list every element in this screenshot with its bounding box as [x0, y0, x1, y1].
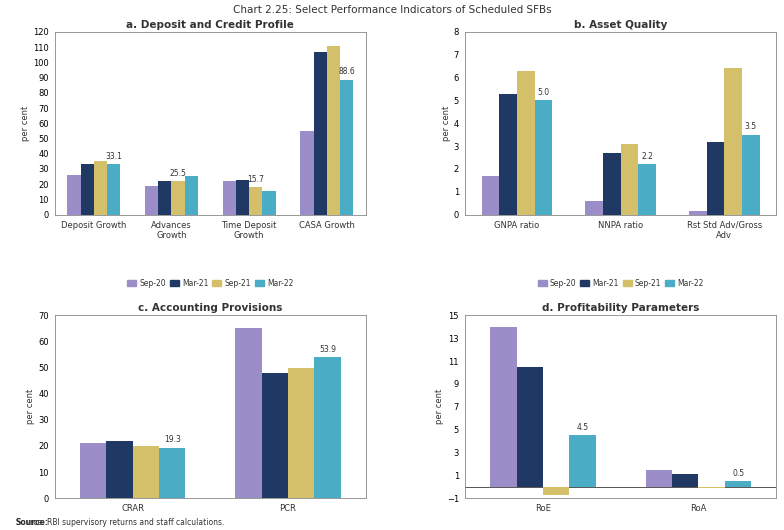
Bar: [288, 368, 314, 498]
Bar: [236, 180, 249, 215]
Bar: [80, 443, 106, 498]
Bar: [300, 131, 314, 215]
Text: 53.9: 53.9: [319, 345, 336, 354]
Bar: [725, 481, 751, 487]
Y-axis label: per cent: per cent: [435, 389, 444, 425]
Bar: [327, 46, 340, 215]
Bar: [158, 181, 172, 215]
Bar: [543, 487, 569, 495]
Bar: [689, 211, 706, 215]
Text: 4.5: 4.5: [576, 423, 589, 432]
Bar: [145, 186, 158, 215]
Bar: [340, 80, 354, 215]
Bar: [263, 191, 276, 215]
Bar: [185, 176, 198, 215]
Title: d. Profitability Parameters: d. Profitability Parameters: [542, 303, 699, 313]
Y-axis label: per cent: per cent: [442, 105, 451, 141]
Text: 0.5: 0.5: [732, 469, 744, 478]
Bar: [724, 68, 742, 215]
Y-axis label: per cent: per cent: [26, 389, 35, 425]
Text: 33.1: 33.1: [105, 152, 122, 161]
Title: a. Deposit and Credit Profile: a. Deposit and Credit Profile: [126, 20, 294, 30]
Bar: [81, 164, 94, 215]
Bar: [499, 93, 517, 215]
Legend: Sep-20, Mar-21, Sep-21, Mar-22: Sep-20, Mar-21, Sep-21, Mar-22: [127, 279, 293, 288]
Bar: [517, 70, 535, 215]
Text: 2.2: 2.2: [641, 152, 653, 161]
Bar: [535, 100, 552, 215]
Bar: [106, 441, 132, 498]
Text: 19.3: 19.3: [164, 436, 180, 445]
Bar: [107, 164, 120, 215]
Bar: [569, 435, 596, 487]
Bar: [621, 144, 638, 215]
Bar: [262, 373, 288, 498]
Text: 15.7: 15.7: [248, 175, 264, 184]
Text: 3.5: 3.5: [745, 122, 757, 131]
Bar: [490, 326, 517, 487]
Bar: [645, 470, 672, 487]
Bar: [314, 357, 341, 498]
Text: 88.6: 88.6: [339, 67, 355, 76]
Bar: [638, 164, 656, 215]
Bar: [482, 176, 499, 215]
Legend: Sep-20, Mar-21, Sep-21, Mar-22: Sep-20, Mar-21, Sep-21, Mar-22: [538, 279, 704, 288]
Bar: [742, 135, 760, 215]
Text: Chart 2.25: Select Performance Indicators of Scheduled SFBs: Chart 2.25: Select Performance Indicator…: [233, 5, 551, 15]
Bar: [517, 367, 543, 487]
Bar: [172, 181, 185, 215]
Bar: [672, 474, 699, 487]
Bar: [586, 201, 603, 215]
Bar: [249, 187, 263, 215]
Text: 25.5: 25.5: [169, 169, 187, 178]
Bar: [314, 51, 327, 215]
Bar: [67, 175, 81, 215]
Bar: [699, 487, 725, 488]
Bar: [159, 448, 186, 498]
Bar: [706, 142, 724, 215]
Text: Source:: Source:: [16, 518, 49, 527]
Y-axis label: per cent: per cent: [21, 105, 30, 141]
Text: 5.0: 5.0: [538, 88, 550, 97]
Bar: [603, 153, 621, 215]
Bar: [132, 446, 159, 498]
Title: b. Asset Quality: b. Asset Quality: [574, 20, 667, 30]
Bar: [94, 161, 107, 215]
Bar: [235, 329, 262, 498]
Title: c. Accounting Provisions: c. Accounting Provisions: [138, 303, 282, 313]
Bar: [223, 181, 236, 215]
Text: Source: RBI supervisory returns and staff calculations.: Source: RBI supervisory returns and staf…: [16, 518, 224, 527]
